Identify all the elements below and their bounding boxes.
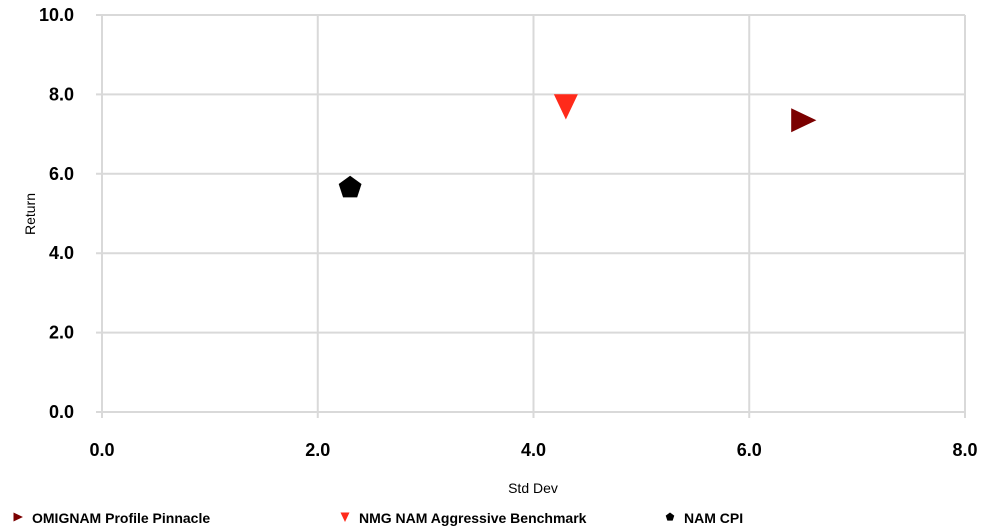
data-points: [338, 94, 817, 198]
x-tick-label: 6.0: [737, 440, 762, 460]
legend: OMIGNAM Profile Pinnacle NMG NAM Aggressi…: [0, 506, 986, 531]
legend-item: NAM CPI: [664, 510, 743, 526]
y-tick-label: 10.0: [39, 5, 74, 25]
x-axis-label: Std Dev: [508, 480, 558, 496]
y-tick-label: 6.0: [49, 164, 74, 184]
legend-label: NMG NAM Aggressive Benchmark: [359, 510, 587, 526]
y-tick-label: 8.0: [49, 84, 74, 104]
x-tick-label: 8.0: [952, 440, 977, 460]
data-point-triangle-down: [553, 94, 578, 120]
legend-item: NMG NAM Aggressive Benchmark: [339, 510, 586, 526]
x-tick-label: 0.0: [89, 440, 114, 460]
y-axis-label: Return: [22, 193, 38, 235]
legend-marker-icon: [665, 512, 675, 521]
y-tick-label: 0.0: [49, 402, 74, 422]
x-axis-ticks: 0.0 2.0 4.0 6.0 8.0: [89, 440, 977, 460]
legend-item: OMIGNAM Profile Pinnacle: [12, 510, 210, 526]
grid-lines: [96, 14, 966, 418]
legend-label: NAM CPI: [684, 510, 744, 526]
y-tick-label: 4.0: [49, 243, 74, 263]
x-tick-label: 4.0: [521, 440, 546, 460]
y-tick-label: 2.0: [49, 323, 74, 343]
data-point-pentagon: [338, 175, 362, 198]
data-point-triangle-right: [791, 108, 817, 133]
legend-marker-icon: [340, 512, 350, 522]
legend-label: OMIGNAM Profile Pinnacle: [32, 510, 211, 526]
y-axis-ticks: 0.0 2.0 4.0 6.0 8.0 10.0: [39, 5, 74, 422]
scatter-chart: 0.0 2.0 4.0 6.0 8.0 10.0 0.0 2.0 4.0 6.0 8.0 Std …: [22, 5, 978, 496]
x-tick-label: 2.0: [305, 440, 330, 460]
legend-marker-icon: [13, 512, 23, 522]
